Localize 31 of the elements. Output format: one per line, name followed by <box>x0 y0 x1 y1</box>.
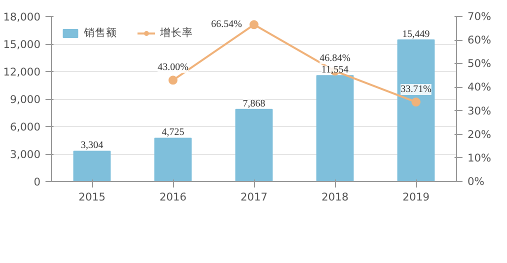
x-tick-label: 2017 <box>240 190 268 204</box>
data-label: 4,725 <box>162 127 184 138</box>
data-label: 43.00% <box>158 62 188 74</box>
y2-tick-label: 60% <box>468 34 492 47</box>
data-label: 66.54% <box>211 19 242 30</box>
data-label: 46.84% <box>320 53 350 64</box>
data-label: 33.71% <box>400 84 432 96</box>
legend-label: 销售额 <box>84 26 117 40</box>
y2-tick-label: 20% <box>468 128 492 141</box>
x-tick-label: 2018 <box>321 190 349 204</box>
y2-tick-label: 0% <box>468 175 484 188</box>
x-tick-label: 2019 <box>402 190 430 204</box>
y-tick-label: 6,000 <box>10 120 41 134</box>
y-tick-label: 18,000 <box>3 10 41 24</box>
data-label: 11,554 <box>321 64 349 76</box>
y2-tick-label: 30% <box>468 104 492 118</box>
data-label: 7,868 <box>242 98 266 110</box>
data-label: 3,304 <box>80 140 104 152</box>
y-tick-label: 15,000 <box>3 38 41 51</box>
y-tick-label: 0 <box>34 176 41 188</box>
legend-label: 增长率 <box>160 26 193 40</box>
data-label: 15,449 <box>402 28 430 40</box>
y2-tick-label: 40% <box>468 80 492 94</box>
y2-tick-label: 70% <box>468 10 492 23</box>
y-tick-label: 9,000 <box>10 93 41 106</box>
x-tick-label: 2015 <box>78 190 106 204</box>
x-tick-label: 2016 <box>159 190 187 204</box>
y-tick-label: 3,000 <box>10 148 41 161</box>
y2-tick-label: 10% <box>468 151 492 164</box>
y-tick-label: 12,000 <box>3 66 41 78</box>
y2-tick-label: 50% <box>468 57 492 70</box>
